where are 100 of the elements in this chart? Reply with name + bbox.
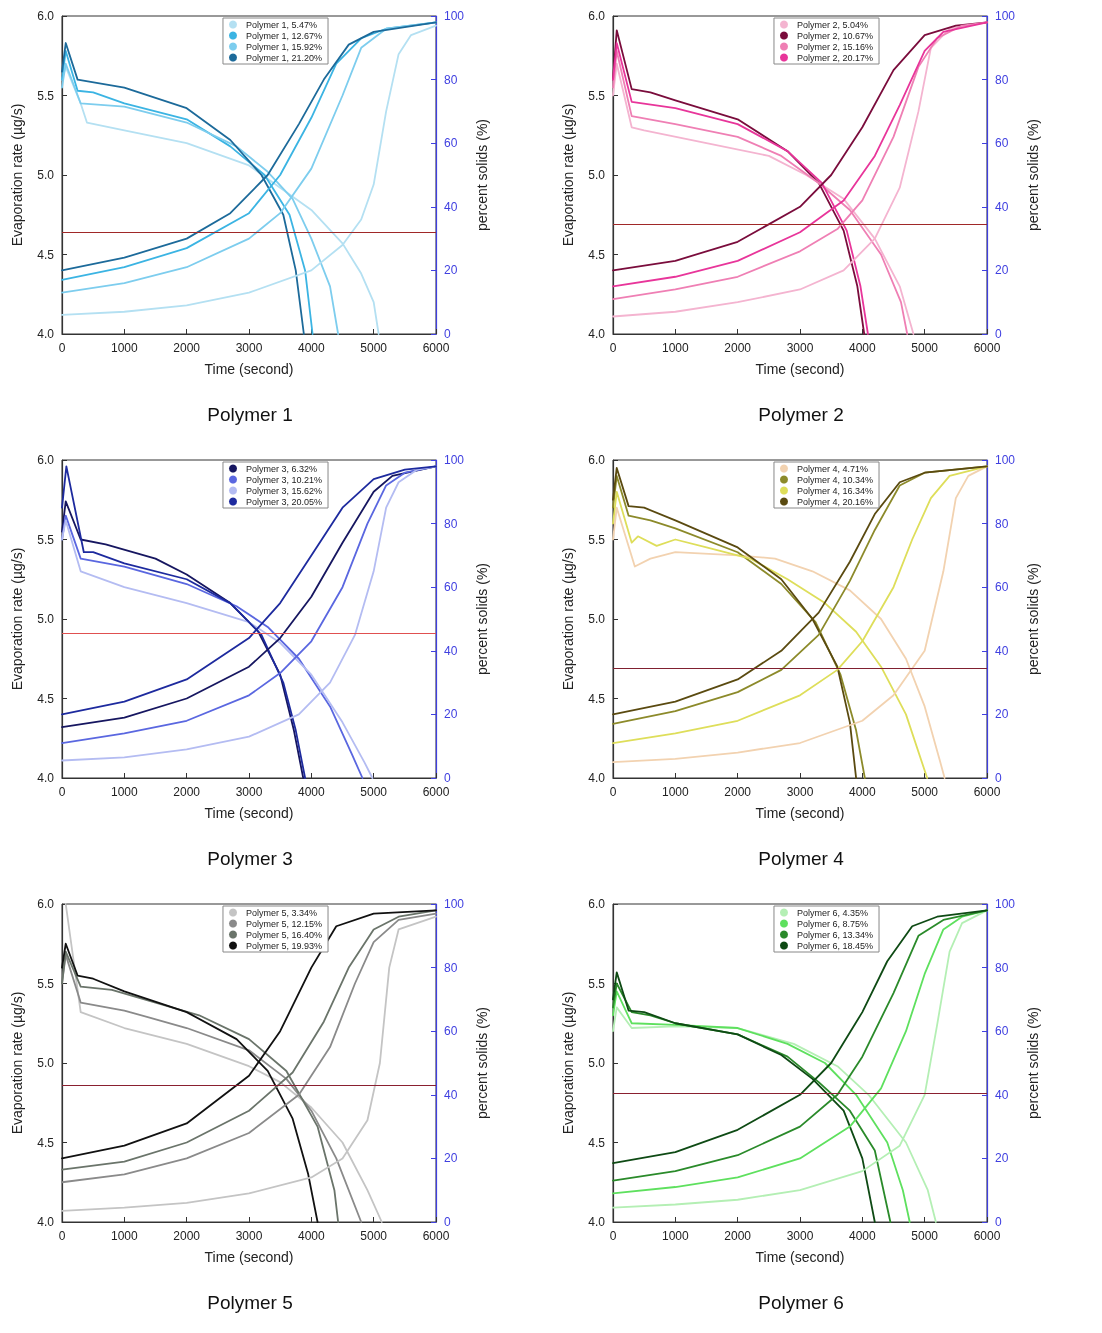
y-tick-label: 5.5 (37, 976, 55, 991)
y-tick-label: 6.0 (37, 897, 55, 911)
y2-tick-label: 20 (444, 263, 458, 278)
x-axis-title: Time (second) (755, 361, 845, 377)
y-tick-label: 5.0 (588, 1056, 606, 1070)
x-axis-title: Time (second) (204, 361, 294, 377)
y2-axis-title: percent solids (%) (1024, 118, 1041, 232)
legend-label: Polymer 2, 5.04% (796, 19, 869, 30)
x-tick-label: 4000 (297, 1229, 325, 1243)
legend-label: Polymer 3, 6.32% (245, 463, 318, 474)
x-tick-label: 4000 (297, 341, 325, 355)
x-tick-label: 5000 (911, 341, 939, 355)
y2-tick-label: 100 (444, 453, 465, 467)
x-tick-label: 1000 (110, 1229, 138, 1243)
legend-label: Polymer 4, 4.71% (796, 463, 869, 474)
x-tick-label: 2000 (724, 785, 752, 799)
y-tick-label: 6.0 (588, 9, 606, 23)
y2-tick-label: 100 (995, 453, 1016, 467)
y-tick-label: 4.0 (37, 1215, 55, 1229)
y-tick-label: 4.0 (588, 327, 606, 341)
legend-label: Polymer 4, 16.34% (796, 485, 874, 496)
y-axis-title: Evaporation rate (µg/s) (560, 991, 576, 1135)
y-axis-title: Evaporation rate (µg/s) (560, 547, 576, 691)
x-tick-label: 0 (609, 785, 617, 799)
y-tick-label: 4.5 (37, 1135, 55, 1150)
legend-label: Polymer 2, 20.17% (796, 52, 874, 63)
x-axis-title: Time (second) (755, 1249, 845, 1265)
y2-tick-label: 100 (995, 9, 1016, 23)
y2-axis-title: percent solids (%) (473, 562, 490, 676)
x-tick-label: 0 (609, 341, 617, 355)
x-tick-label: 2000 (173, 1229, 201, 1243)
text: Polymer 4 (758, 848, 845, 869)
y-tick-label: 6.0 (588, 453, 606, 467)
x-tick-label: 4000 (297, 785, 325, 799)
x-tick-label: 5000 (360, 1229, 388, 1243)
legend-label: Polymer 3, 20.05% (245, 496, 323, 507)
x-tick-label: 3000 (235, 341, 263, 355)
x-tick-label: 6000 (422, 341, 450, 355)
legend-label: Polymer 5, 3.34% (245, 907, 318, 918)
y-tick-label: 6.0 (37, 453, 55, 467)
x-tick-label: 3000 (786, 341, 814, 355)
x-tick-label: 6000 (422, 1229, 450, 1243)
x-tick-label: 2000 (173, 341, 201, 355)
y2-tick-label: 100 (444, 897, 465, 911)
y-tick-label: 5.5 (37, 532, 55, 547)
legend-label: Polymer 5, 16.40% (245, 929, 323, 940)
x-tick-label: 0 (58, 341, 66, 355)
text: Polymer 5 (207, 1292, 293, 1313)
legend-label: Polymer 2, 10.67% (796, 30, 874, 41)
y-tick-label: 5.0 (588, 168, 606, 182)
y2-tick-label: 20 (444, 707, 458, 722)
x-axis-title: Time (second) (204, 1249, 294, 1265)
x-tick-label: 1000 (661, 341, 689, 355)
y-tick-label: 4.0 (588, 771, 606, 785)
y-tick-label: 6.0 (588, 897, 606, 911)
x-tick-label: 6000 (973, 341, 1001, 355)
y2-tick-label: 20 (995, 263, 1009, 278)
y-tick-label: 4.5 (588, 247, 606, 262)
legend-label: Polymer 4, 20.16% (796, 496, 874, 507)
x-tick-label: 1000 (661, 1229, 689, 1243)
y2-tick-label: 40 (444, 643, 458, 658)
y2-tick-label: 60 (444, 1024, 458, 1039)
x-tick-label: 6000 (973, 1229, 1001, 1243)
y-tick-label: 4.5 (37, 247, 55, 262)
legend-label: Polymer 5, 19.93% (245, 940, 323, 951)
x-tick-label: 5000 (911, 785, 939, 799)
y2-tick-label: 80 (444, 516, 458, 531)
x-tick-label: 6000 (422, 785, 450, 799)
y2-tick-label: 0 (444, 1215, 451, 1229)
y2-tick-label: 20 (995, 707, 1009, 722)
y2-tick-label: 80 (444, 960, 458, 975)
legend-label: Polymer 4, 10.34% (796, 474, 874, 485)
y2-tick-label: 80 (995, 72, 1009, 87)
y-tick-label: 4.0 (37, 327, 55, 341)
y-tick-label: 5.0 (37, 1056, 55, 1070)
legend-label: Polymer 1, 15.92% (245, 41, 323, 52)
legend-label: Polymer 6, 13.34% (796, 929, 874, 940)
x-tick-label: 1000 (110, 785, 138, 799)
y2-tick-label: 40 (444, 199, 458, 214)
y2-tick-label: 40 (444, 1087, 458, 1102)
x-axis-title: Time (second) (204, 805, 294, 821)
x-tick-label: 0 (609, 1229, 617, 1243)
legend-label: Polymer 1, 12.67% (245, 30, 323, 41)
y-tick-label: 4.0 (588, 1215, 606, 1229)
y2-tick-label: 0 (995, 327, 1002, 341)
y-tick-label: 6.0 (37, 9, 55, 23)
y-tick-label: 4.0 (37, 771, 55, 785)
y-axis-title: Evaporation rate (µg/s) (560, 103, 576, 247)
y2-tick-label: 0 (444, 327, 451, 341)
x-tick-label: 6000 (973, 785, 1001, 799)
legend-label: Polymer 5, 12.15% (245, 918, 323, 929)
y2-tick-label: 0 (444, 771, 451, 785)
y-tick-label: 4.5 (37, 691, 55, 706)
y-tick-label: 5.5 (37, 88, 55, 103)
y2-tick-label: 0 (995, 1215, 1002, 1229)
text: Polymer 6 (758, 1292, 844, 1313)
y2-tick-label: 80 (995, 516, 1009, 531)
legend-label: Polymer 6, 8.75% (796, 918, 869, 929)
y2-tick-label: 60 (444, 580, 458, 595)
y-tick-label: 4.5 (588, 1135, 606, 1150)
